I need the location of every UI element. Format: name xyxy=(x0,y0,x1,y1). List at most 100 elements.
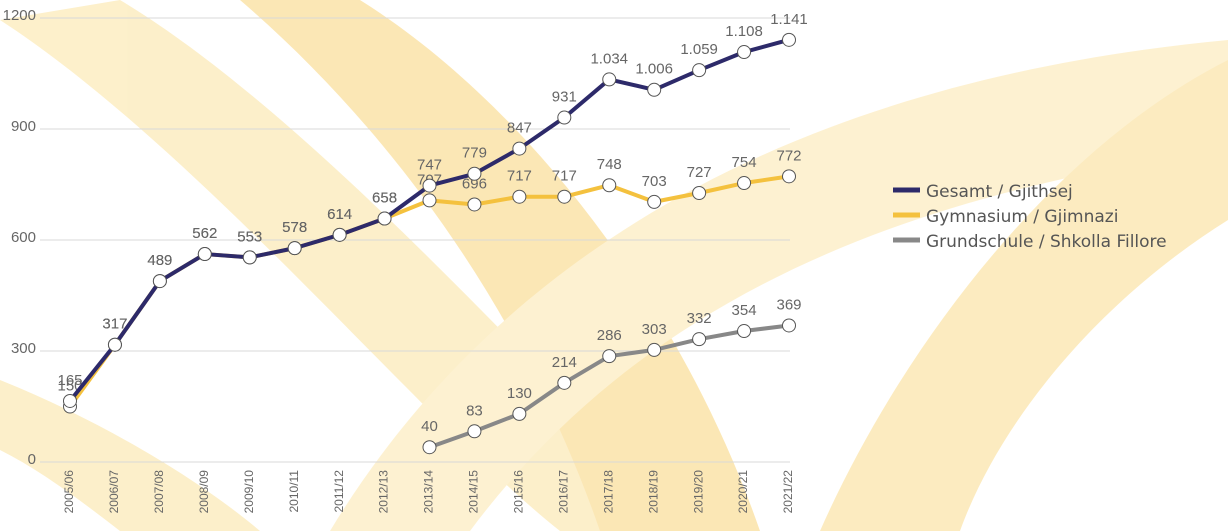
x-tick-label: 2019/20 xyxy=(691,470,705,514)
data-label: 703 xyxy=(642,173,667,190)
data-label: 369 xyxy=(776,296,801,313)
data-point xyxy=(737,324,752,339)
data-label: 214 xyxy=(552,354,577,371)
data-label: 332 xyxy=(687,310,712,327)
x-tick-label: 2007/08 xyxy=(152,470,166,514)
data-label: 578 xyxy=(282,219,307,236)
x-tick-label: 2016/17 xyxy=(556,470,570,514)
data-point xyxy=(467,166,482,181)
data-label: 727 xyxy=(687,164,712,181)
data-label: 562 xyxy=(192,225,217,242)
x-tick-label: 2011/12 xyxy=(332,470,346,513)
x-tick-label: 2006/07 xyxy=(107,470,121,514)
data-point xyxy=(422,440,437,455)
data-point xyxy=(557,110,572,125)
data-point xyxy=(782,318,796,333)
data-label: 489 xyxy=(147,252,172,269)
data-point xyxy=(692,186,707,201)
legend-label: Grundschule / Shkolla Fillore xyxy=(926,232,1167,252)
data-point xyxy=(422,193,437,208)
y-tick-label: 0 xyxy=(28,451,36,468)
x-tick-label: 2013/14 xyxy=(422,470,436,514)
x-tick-label: 2009/10 xyxy=(242,470,256,514)
x-tick-label: 2012/13 xyxy=(377,470,391,514)
data-point xyxy=(63,393,77,408)
data-point xyxy=(557,375,572,390)
y-tick-label: 900 xyxy=(11,118,36,135)
x-tick-label: 2020/21 xyxy=(736,470,750,514)
data-label: 130 xyxy=(507,385,532,402)
x-tick-label: 2015/16 xyxy=(512,470,526,514)
data-label: 1.108 xyxy=(725,23,763,40)
data-point xyxy=(602,72,617,87)
data-label: 614 xyxy=(327,206,352,223)
data-label: 578 xyxy=(282,219,307,236)
data-label: 489 xyxy=(147,252,172,269)
data-point xyxy=(467,197,482,212)
data-point xyxy=(692,332,707,347)
x-tick-label: 2017/18 xyxy=(601,470,615,514)
data-label: 1.059 xyxy=(680,41,718,58)
data-point xyxy=(737,45,752,60)
data-label: 614 xyxy=(327,206,352,223)
data-label: 772 xyxy=(776,147,801,164)
data-label: 83 xyxy=(466,402,483,419)
data-label: 779 xyxy=(462,145,487,162)
data-label: 354 xyxy=(732,302,757,319)
data-point xyxy=(602,349,617,364)
legend-label: Gesamt / Gjithsej xyxy=(926,182,1073,202)
data-point xyxy=(647,342,662,357)
data-point xyxy=(152,274,167,289)
data-label: 553 xyxy=(237,228,262,245)
data-point xyxy=(512,189,527,204)
legend-label: Gymnasium / Gjimnazi xyxy=(926,207,1118,227)
y-tick-label: 600 xyxy=(11,229,36,246)
data-point xyxy=(377,211,392,226)
data-point xyxy=(512,406,527,421)
data-point xyxy=(602,178,617,193)
data-point xyxy=(557,189,572,204)
data-point xyxy=(692,63,707,78)
data-label: 931 xyxy=(552,88,577,105)
data-label: 747 xyxy=(417,157,442,174)
data-point xyxy=(737,176,752,191)
data-label: 317 xyxy=(102,316,127,333)
data-point xyxy=(467,424,482,439)
data-label: 165 xyxy=(57,372,82,389)
data-label: 317 xyxy=(102,316,127,333)
x-tick-label: 2005/06 xyxy=(62,470,76,514)
data-label: 1.141 xyxy=(770,11,808,28)
x-tick-label: 2010/11 xyxy=(287,470,301,513)
data-point xyxy=(287,241,302,256)
data-label: 562 xyxy=(192,225,217,242)
data-point xyxy=(647,194,662,209)
y-tick-label: 300 xyxy=(11,340,36,357)
data-label: 1.034 xyxy=(590,50,628,67)
data-point xyxy=(332,227,347,242)
data-point xyxy=(242,250,257,265)
data-label: 303 xyxy=(642,321,667,338)
data-point xyxy=(422,178,437,193)
data-label: 847 xyxy=(507,120,532,137)
data-point xyxy=(782,32,796,47)
y-tick-label: 1200 xyxy=(3,7,36,24)
data-point xyxy=(512,141,527,156)
x-tick-label: 2021/22 xyxy=(781,470,795,514)
data-label: 40 xyxy=(421,418,438,435)
x-tick-label: 2008/09 xyxy=(197,470,211,514)
data-label: 696 xyxy=(462,175,487,192)
data-label: 754 xyxy=(732,154,757,171)
data-label: 748 xyxy=(597,156,622,173)
data-label: 717 xyxy=(507,168,532,185)
x-tick-label: 2018/19 xyxy=(646,470,660,514)
data-label: 717 xyxy=(552,168,577,185)
x-tick-label: 2014/15 xyxy=(467,470,481,514)
data-point xyxy=(197,247,212,262)
data-label: 1.006 xyxy=(635,61,673,78)
data-point xyxy=(782,169,796,184)
data-label: 553 xyxy=(237,228,262,245)
data-label: 286 xyxy=(597,327,622,344)
data-point xyxy=(107,337,122,352)
